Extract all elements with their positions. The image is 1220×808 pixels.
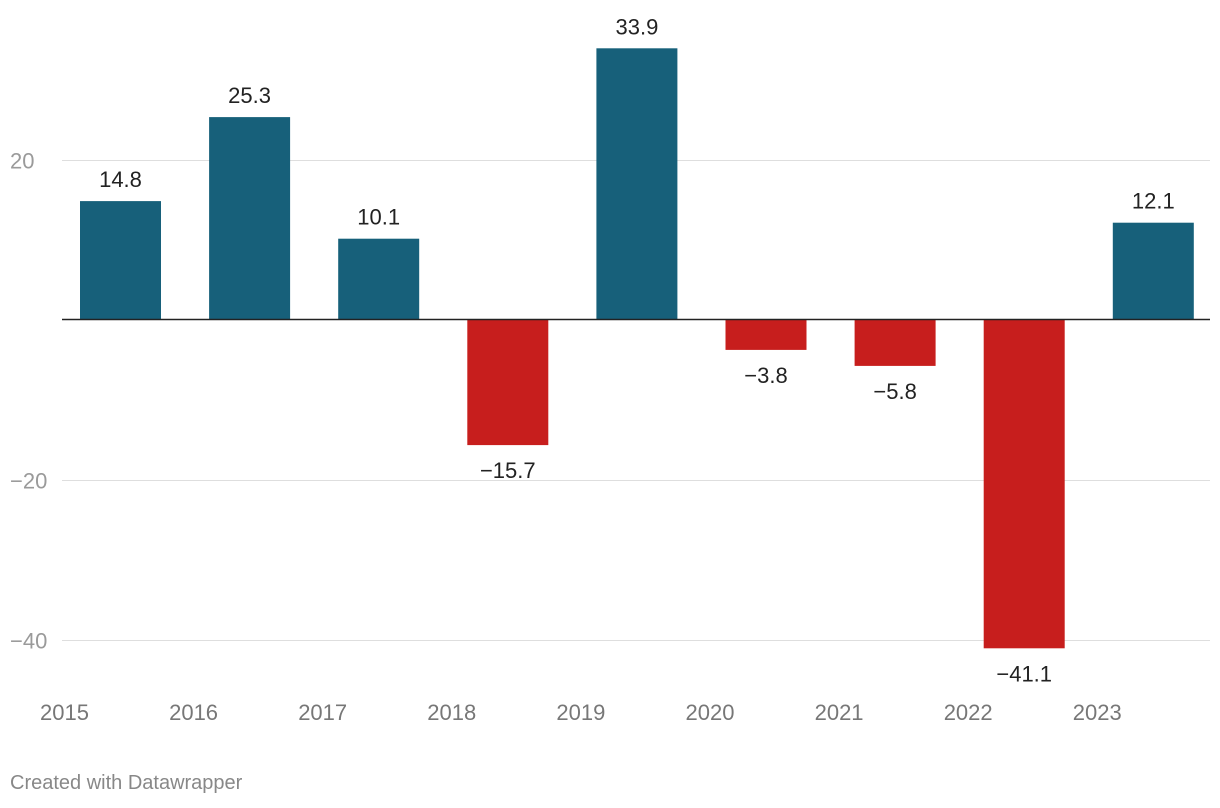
- data-label-2015: 14.8: [99, 167, 142, 192]
- x-tick-label-2020: 2020: [686, 700, 735, 725]
- x-tick-label-2016: 2016: [169, 700, 218, 725]
- y-tick-label: −20: [10, 469, 47, 494]
- data-label-2019: 33.9: [615, 14, 658, 39]
- data-label-2020: −3.8: [744, 363, 787, 388]
- x-tick-label-2023: 2023: [1073, 700, 1122, 725]
- data-label-2021: −5.8: [873, 379, 916, 404]
- y-tick-label: 20: [10, 149, 34, 174]
- bar-2023: [1112, 222, 1194, 320]
- x-tick-label-2018: 2018: [427, 700, 476, 725]
- y-tick-label: −40: [10, 629, 47, 654]
- data-label-2018: −15.7: [480, 458, 536, 483]
- x-axis-ticks: 2015 2016 2017 2018 2019 2020 2021 2022 2023: [40, 700, 1122, 725]
- bar-2015: [80, 201, 161, 320]
- bar-2020: [725, 319, 807, 350]
- credit-text: Created with Datawrapper: [10, 772, 243, 794]
- bars: [80, 48, 1194, 649]
- x-tick-label-2021: 2021: [815, 700, 864, 725]
- y-axis-ticks: 20 −20 −40: [10, 149, 47, 654]
- x-tick-label-2017: 2017: [298, 700, 347, 725]
- x-tick-label-2015: 2015: [40, 700, 89, 725]
- bar-2019: [596, 48, 678, 320]
- data-label-2016: 25.3: [228, 83, 271, 108]
- bar-2016: [209, 117, 291, 320]
- bar-2022: [983, 319, 1065, 649]
- bar-2021: [854, 319, 936, 366]
- bar-2018: [467, 319, 549, 446]
- data-label-2017: 10.1: [357, 205, 400, 230]
- x-tick-label-2019: 2019: [556, 700, 605, 725]
- bar-2017: [338, 238, 420, 320]
- data-label-2023: 12.1: [1132, 189, 1175, 214]
- x-tick-label-2022: 2022: [944, 700, 993, 725]
- data-labels: 14.8 25.3 10.1 −15.7 33.9 −3.8 −5.8 −41.1 12.1: [99, 14, 1175, 686]
- data-label-2022: −41.1: [996, 661, 1052, 686]
